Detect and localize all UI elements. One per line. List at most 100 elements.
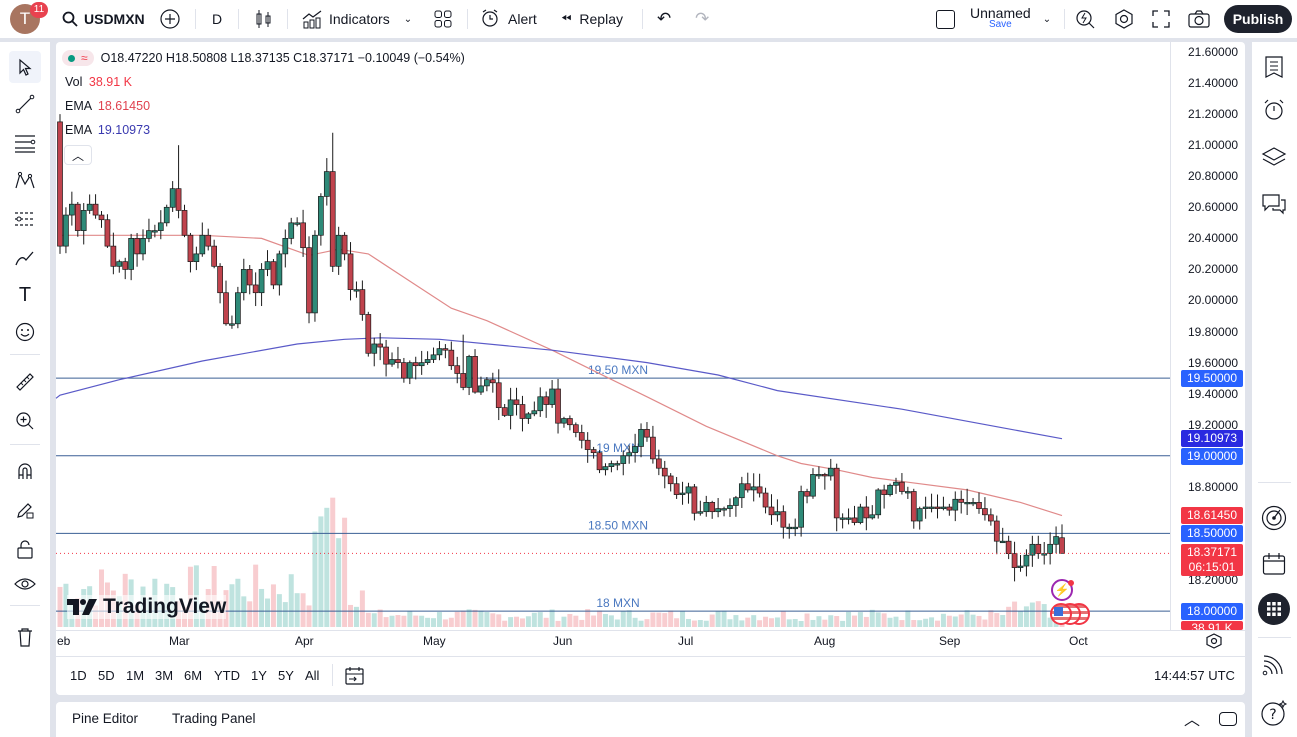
range-button-ytd[interactable]: YTD [214,668,240,683]
visibility-tool[interactable] [9,568,41,600]
candle [774,499,781,522]
candle-body-down [572,424,579,433]
clock-timezone[interactable]: 14:44:57 UTC [1154,668,1235,683]
collapse-legend-button[interactable]: ︿ [64,145,92,165]
tradingview-watermark[interactable]: TradingView [67,595,227,619]
candle [952,491,959,522]
expand-panel-button[interactable]: ︿ [1184,706,1200,730]
lightning-event-icon[interactable]: ⚡ [1051,579,1073,601]
zoom-tool[interactable] [9,405,41,437]
axis-settings-button[interactable] [1205,633,1223,654]
tab-pine-editor[interactable]: Pine Editor [72,711,139,726]
user-avatar[interactable]: T 11 [10,0,48,38]
layout-save-link[interactable]: Save [988,19,1012,30]
range-button-1y[interactable]: 1Y [251,668,267,683]
candle [513,387,520,416]
indicators-button[interactable]: Indicators ⌄ [301,0,412,38]
measure-tool[interactable] [9,366,41,398]
horizontal-lines-tool[interactable] [9,127,41,159]
brush-tool[interactable] [9,242,41,274]
range-button-5y[interactable]: 5Y [278,668,294,683]
undo-button[interactable]: ↶ [657,0,671,38]
redo-button[interactable]: ↷ [695,0,709,38]
volume-bar [923,618,929,627]
lock-tool[interactable] [9,533,41,565]
go-to-date-button[interactable] [345,666,365,691]
emoji-tool[interactable] [9,316,41,348]
publish-button[interactable]: Publish [1224,5,1292,33]
ema-slow-line [55,337,1063,440]
symbol-search[interactable]: USDMXN [62,0,145,38]
remove-drawings-button[interactable] [9,621,41,653]
layout-name: Unnamed [970,5,1031,21]
calendar-button[interactable] [1258,548,1290,580]
pattern-tool[interactable] [9,165,41,197]
range-button-1m[interactable]: 1M [126,668,145,683]
quick-search-button[interactable] [1075,0,1095,38]
tab-trading-panel[interactable]: Trading Panel [172,711,256,726]
magnet-tool[interactable] [9,455,41,487]
interval-button[interactable]: D [212,11,223,27]
products-button[interactable] [1258,593,1290,625]
price-tick: 19.60000 [1188,355,1239,370]
us-flag-event-icon[interactable] [1050,603,1072,625]
fullscreen-button[interactable] [1152,0,1170,38]
candle [454,356,461,384]
ema-slow-value: 19.10973 [97,123,151,137]
volume-bar [229,584,235,627]
candle-body-up [436,348,443,356]
volume-bar [774,617,780,627]
volume-label: Vol [65,75,83,89]
candle-body-down [489,379,496,384]
volume-bar [857,612,863,627]
range-button-all[interactable]: All [305,668,320,683]
layout-menu[interactable]: Unnamed Save ⌄ [936,0,1051,38]
ema-fast-legend[interactable]: EMA 18.61450 [65,99,150,113]
camera-icon [1188,10,1210,28]
volume-bar [448,617,454,627]
layouts-button[interactable] [434,0,452,38]
ema-slow-legend[interactable]: EMA 19.10973 [65,123,150,137]
chart-type-button[interactable] [255,0,273,38]
maximize-panel-button[interactable] [1219,712,1237,726]
volume-bar [632,617,638,627]
volume-bar [881,613,887,627]
lock-drawing-tool[interactable] [9,494,41,526]
brush-icon [15,251,34,266]
candle [561,416,567,428]
plus-circle-icon [160,9,180,29]
candle-body-down [306,247,312,314]
candle-body-down [804,491,810,497]
candle [816,466,822,479]
chat-button[interactable] [1258,188,1290,220]
data-feed-button[interactable] [1258,649,1290,681]
volume-bar [365,612,371,627]
alert-button[interactable]: Alert [480,0,537,38]
candle [958,490,965,514]
economic-events[interactable] [1050,603,1092,625]
snapshot-button[interactable] [1188,0,1210,38]
volume-value: 38.91 K [88,75,132,89]
range-button-5d[interactable]: 5D [98,668,115,683]
watchlist-button[interactable] [1258,51,1290,83]
cursor-tool[interactable] [9,51,41,83]
text-tool[interactable]: T [9,279,41,311]
settings-button[interactable] [1114,0,1134,38]
candle-body-down [395,359,401,363]
forecast-tool[interactable] [9,203,41,235]
object-tree-button[interactable] [1258,141,1290,173]
candle-body-down [821,474,828,477]
range-button-3m[interactable]: 3M [155,668,174,683]
trend-line-tool[interactable] [9,88,41,120]
market-status-pill[interactable]: ≈ [62,50,94,66]
volume-legend[interactable]: Vol 38.91 K [65,75,132,89]
technicals-button[interactable] [1258,502,1290,534]
range-button-6m[interactable]: 6M [184,668,203,683]
compare-symbol-button[interactable] [160,0,180,38]
replay-button[interactable]: ⏪︎ Replay [561,0,623,38]
volume-bar [810,619,816,627]
range-button-1d[interactable]: 1D [70,668,87,683]
alerts-button[interactable] [1258,94,1290,126]
help-button[interactable]: ? [1258,697,1290,729]
